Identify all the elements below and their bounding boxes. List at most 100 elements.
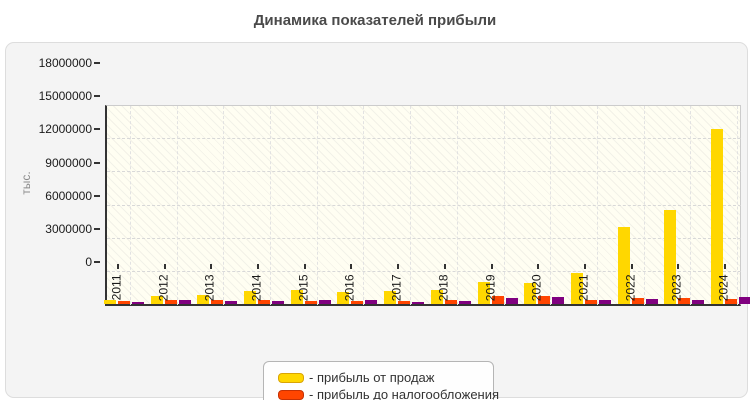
bar-чистая-прибыль [365,300,378,304]
bar-чистая-прибыль [692,300,705,304]
bar-чистая-прибыль [225,301,238,304]
bar-прибыль-до-налогообложения [725,299,737,304]
x-axis-tick [350,264,353,269]
x-axis-tick [490,264,493,269]
bar-прибыль-до-налогообложения [258,300,271,304]
bar-прибыль-от-продаж [384,291,397,304]
x-tick-label: 2021 [576,274,591,302]
chart-panel: тыс. 0 3000000 6000000 9000000 12000000 15000… [5,42,750,400]
x-tick-label: 2012 [156,274,171,302]
bar-прибыль-до-налогообложения [491,296,504,304]
x-tick-label: 2019 [483,274,498,302]
x-axis-tick [537,264,540,269]
y-tick-label: 0 [85,255,92,269]
bar-прибыль-до-налогообложения [678,298,691,304]
legend-swatch-icon [278,372,304,383]
y-tick-label: 18000000 [38,56,92,70]
y-tick-label: 15000000 [38,89,92,104]
bar-чистая-прибыль [645,299,658,304]
bar-прибыль-до-налогообложения [211,300,224,304]
bar-прибыль-от-продаж [337,292,350,304]
bar-прибыль-от-продаж [197,295,210,304]
bar-прибыль-от-продаж [244,291,257,304]
x-axis-tick [397,264,400,269]
bar-чистая-прибыль [598,300,611,304]
plot-area [104,105,750,306]
gridline-vertical [550,106,552,305]
legend-swatch-icon [278,389,304,400]
legend: - прибыль от продаж - прибыль до налогооб… [263,361,499,400]
gridline-vertical [456,106,458,305]
x-tick-label: 2016 [342,274,357,302]
bar-прибыль-до-налогообложения [118,301,130,304]
legend-item: - прибыль от продаж [278,369,493,386]
bar-прибыль-до-налогообложения [584,300,597,304]
x-axis-tick [583,264,586,269]
x-tick-label: 2020 [529,274,544,302]
x-axis-tick [724,264,726,269]
gridline-horizontal [107,270,741,272]
bar-прибыль-от-продаж [150,296,163,304]
x-tick-label: 2013 [202,274,217,302]
legend-item: - прибыль до налогообложения [278,386,499,400]
bar-чистая-прибыль [458,301,471,304]
gridline-horizontal [107,171,741,173]
x-tick-label: 2017 [389,274,404,302]
x-axis-tick [677,264,680,269]
y-axis-tick [94,227,100,230]
gridline-vertical [503,106,505,305]
gridline-vertical [596,106,598,305]
gridline-vertical [270,106,272,305]
legend-item-label: - прибыль до налогообложения [309,387,500,400]
bar-прибыль-до-налогообложения [538,296,551,304]
x-axis-tick [303,264,306,269]
bar-прибыль-от-продаж [477,282,490,304]
y-axis-tick [94,95,100,98]
gridline-horizontal [107,138,741,140]
bar-прибыль-от-продаж [104,300,116,304]
bar-прибыль-от-продаж [570,273,583,304]
y-tick-label: 9000000 [45,155,92,170]
x-tick-label: 2024 [716,274,731,302]
y-axis-tick [94,128,100,131]
x-tick-label: 2014 [249,274,264,302]
gridline-vertical [223,106,225,305]
x-axis-tick [257,264,260,269]
x-tick-label: 2022 [623,274,638,302]
gridline-vertical [690,106,692,305]
y-tick-label: 3000000 [45,221,92,236]
bar-прибыль-от-продаж [664,210,677,304]
bar-чистая-прибыль [505,298,518,304]
x-axis-tick [117,264,119,269]
gridline-vertical [410,106,412,305]
gridline-horizontal [107,204,741,206]
y-axis-tick [94,161,100,164]
gridline-vertical [316,106,318,305]
bar-чистая-прибыль [412,302,425,304]
bar-чистая-прибыль [132,302,144,304]
bar-прибыль-от-продаж [711,129,723,304]
bar-прибыль-до-налогообложения [304,301,317,304]
bar-прибыль-от-продаж [430,290,443,304]
bar-чистая-прибыль [552,297,565,304]
x-axis-tick [163,264,166,269]
legend-item-label: - прибыль от продаж [309,370,435,385]
x-axis-tick [630,264,633,269]
y-tick-label: 6000000 [45,188,92,203]
x-tick-label: 2011 [109,274,124,301]
chart-title: Динамика показателей прибыли [253,12,497,29]
bar-прибыль-от-продаж [524,283,537,304]
bar-чистая-прибыль [272,301,285,304]
bar-прибыль-до-налогообложения [444,300,457,304]
gridline-vertical [130,106,131,305]
y-axis-tick [94,62,100,64]
y-tick-label: 12000000 [38,122,92,137]
bar-чистая-прибыль [178,300,191,304]
x-axis-tick [443,264,446,269]
x-tick-label: 2018 [436,274,451,302]
bar-чистая-прибыль [739,297,750,304]
x-tick-label: 2023 [669,274,684,302]
bar-прибыль-до-налогообложения [164,300,177,304]
x-tick-label: 2015 [296,274,311,302]
x-axis-tick [210,264,213,269]
